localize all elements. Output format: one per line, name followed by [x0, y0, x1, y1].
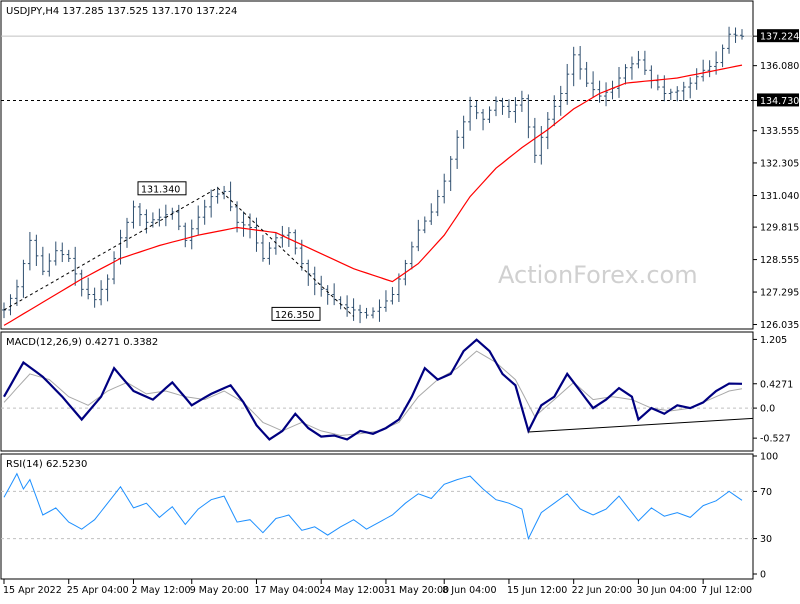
watermark-text: ActionForex.com — [498, 261, 698, 289]
price-tick-label: 133.555 — [760, 126, 799, 137]
price-tick-label: 126.035 — [760, 320, 799, 331]
price-tick-label: 136.080 — [760, 61, 799, 72]
macd-tick-label: 0.0 — [760, 404, 775, 415]
time-tick-label: 8 Jun 04:00 — [442, 585, 496, 596]
time-tick-label: 15 Apr 2022 — [3, 585, 62, 596]
time-tick-label: 2 May 12:00 — [131, 585, 190, 596]
time-tick-label: 22 Jun 20:00 — [572, 585, 632, 596]
rsi-panel-title: RSI(14) 62.5230 — [6, 459, 87, 470]
level-price-box — [757, 93, 799, 107]
time-tick-label: 17 May 04:00 — [254, 585, 319, 596]
price-annotations: 131.340 126.350 — [3, 181, 354, 321]
moving-average — [3, 64, 743, 326]
rsi-line — [3, 472, 743, 541]
price-panel-frame — [0, 0, 754, 330]
price-tick-label: 131.040 — [760, 191, 799, 202]
time-axis: 15 Apr 2022 25 Apr 04:00 2 May 12:00 9 May … — [3, 579, 752, 596]
rsi-level-lines — [1, 490, 753, 540]
rsi-axis: 100 70 30 0 — [753, 452, 778, 581]
moving-average-line — [3, 64, 743, 326]
annotation-low: 126.350 — [275, 310, 314, 321]
price-tick-label: 128.555 — [760, 255, 799, 266]
price-tick-label: 129.815 — [760, 223, 799, 234]
annotation-high: 131.340 — [141, 184, 180, 195]
price-level-lines — [1, 35, 753, 101]
macd-axis: 1.205 0.4271 0.0 -0.527 — [753, 335, 793, 445]
rsi-tick-label: 70 — [760, 487, 772, 498]
rsi-tick-label: 0 — [760, 570, 766, 581]
current-price-label: 137.224 — [760, 32, 799, 43]
macd-tick-label: 1.205 — [760, 335, 787, 346]
current-price-box — [757, 29, 799, 43]
macd-line — [3, 338, 743, 441]
price-panel-title: USDJPY,H4 137.285 137.525 137.170 137.22… — [6, 6, 237, 17]
rsi-line-path — [3, 472, 743, 541]
level-price-label: 134.730 — [760, 96, 799, 107]
macd-tick-label: -0.527 — [760, 434, 791, 445]
swing-line — [3, 187, 354, 317]
macd-tick-label: 0.4271 — [760, 379, 793, 390]
price-axis: 137.224 136.080 134.730 133.555 132.305 131.0… — [753, 29, 799, 331]
time-tick-label: 9 May 20:00 — [190, 585, 249, 596]
time-tick-label: 15 Jun 12:00 — [507, 585, 567, 596]
rsi-tick-label: 100 — [760, 452, 778, 463]
time-tick-label: 24 May 12:00 — [319, 585, 384, 596]
annotation-high-box — [137, 181, 187, 196]
price-tick-label: 132.305 — [760, 158, 799, 169]
time-tick-label: 7 Jul 12:00 — [701, 585, 752, 596]
macd-panel-title: MACD(12,26,9) 0.4271 0.3382 — [6, 337, 158, 348]
price-tick-label: 127.295 — [760, 288, 799, 299]
rsi-tick-label: 30 — [760, 534, 772, 545]
macd-trendline — [528, 417, 754, 433]
macd-panel-frame — [0, 331, 754, 452]
time-tick-label: 31 May 20:00 — [384, 585, 449, 596]
time-tick-label: 30 Jun 04:00 — [636, 585, 696, 596]
time-tick-label: 25 Apr 04:00 — [67, 585, 129, 596]
macd-lines — [3, 338, 754, 441]
rsi-panel-frame — [0, 453, 754, 580]
annotation-low-box — [271, 306, 321, 321]
